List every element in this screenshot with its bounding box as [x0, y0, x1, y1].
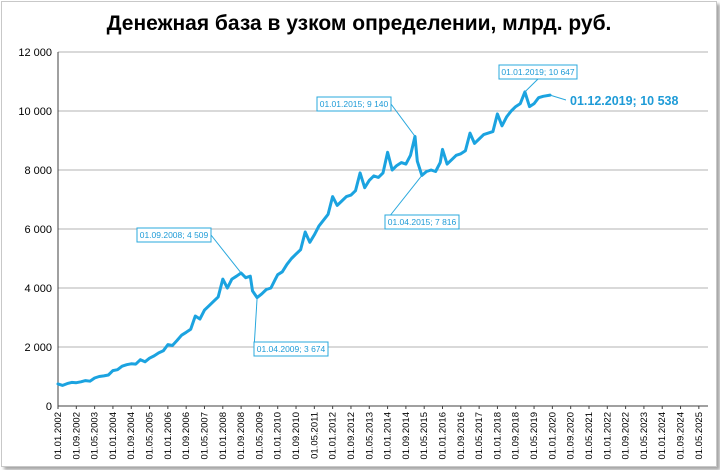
y-tick-label: 8 000: [24, 165, 52, 177]
x-tick-label: 01.09.2008: [236, 412, 247, 460]
x-tick-label: 01.05.2011: [309, 412, 320, 459]
x-tick-label: 01.09.2014: [401, 412, 412, 460]
annotation-box: [253, 341, 329, 357]
x-tick-label: 01.09.2006: [181, 412, 192, 460]
x-tick-label: 01.09.2010: [291, 412, 302, 460]
x-tick-label: 01.01.2004: [108, 412, 119, 460]
x-tick-label: 01.09.2004: [126, 412, 137, 460]
y-tick-label: 4 000: [24, 283, 52, 295]
annotation-label-latest: 01.12.2019; 10 538: [570, 94, 678, 108]
x-tick-label: 01.09.2012: [346, 412, 357, 460]
x-tick-label: 01.05.2013: [364, 412, 375, 460]
annotation-leader: [524, 78, 539, 93]
annotation-label: 01.04.2015; 7 816: [388, 217, 457, 227]
x-tick-label: 01.01.2022: [602, 412, 613, 460]
x-tick-label: 01.09.2016: [456, 412, 467, 460]
x-tick-label: 01.05.2025: [694, 412, 705, 460]
x-tick-label: 01.01.2010: [273, 412, 284, 460]
x-tick-label: 01.05.2007: [199, 412, 210, 460]
x-tick-label: 01.01.2024: [657, 412, 668, 460]
x-tick-label: 01.01.2016: [438, 412, 449, 460]
annotation-leader: [210, 234, 242, 274]
x-tick-label: 01.01.2012: [328, 412, 339, 460]
x-tick-label: 01.09.2020: [566, 412, 577, 460]
annotation-label: 01.04.2009; 3 674: [257, 344, 326, 354]
annotation-label: 01.09.2008; 4 509: [140, 230, 209, 240]
x-tick-label: 01.09.2024: [676, 412, 687, 460]
chart-svg: 0 2 000 4 000 6 000 8 000 10 000 12 000 01.01.…: [18, 47, 708, 460]
x-tick-label: 01.05.2003: [90, 412, 101, 460]
x-tick-label: 01.01.2018: [492, 412, 503, 460]
x-tick-label: 01.05.2009: [254, 412, 265, 460]
chart-title: Денежная база в узком определении, млрд.…: [106, 12, 612, 35]
x-tick-label: 01.01.2006: [163, 412, 174, 460]
annotation-box: [566, 91, 706, 109]
annotation-label: 01.01.2015; 9 140: [320, 99, 389, 109]
x-tick-label: 01.05.2023: [639, 412, 650, 460]
annotation-leader: [390, 103, 416, 137]
x-tick-label: 01.09.2002: [71, 412, 82, 460]
x-axis-ticks: 01.01.2002 01.09.2002 01.05.2003 01.01.2004…: [53, 406, 705, 460]
x-tick-label: 01.05.2021: [584, 412, 595, 460]
annotation-leader: [549, 94, 567, 101]
annotation-box: [498, 64, 578, 80]
x-tick-label: 01.01.2002: [53, 412, 64, 460]
annotation-leader: [384, 175, 423, 223]
annotation-leader: [253, 297, 258, 350]
series-line: [56, 90, 552, 387]
annotation-layer: 01.09.2008; 4 509 01.04.2009; 3 674 01.01.…: [136, 64, 706, 357]
y-tick-label: 6 000: [24, 224, 52, 236]
annotation-box: [136, 227, 212, 243]
x-tick-label: 01.09.2022: [621, 412, 632, 460]
x-tick-label: 01.09.2018: [511, 412, 522, 460]
y-tick-label: 0: [46, 401, 52, 413]
y-tick-label: 12 000: [18, 47, 52, 59]
y-axis-ticks: 0 2 000 4 000 6 000 8 000 10 000 12 000: [18, 47, 52, 413]
x-tick-label: 01.05.2019: [529, 412, 540, 460]
annotation-label: 01.01.2019; 10 647: [501, 67, 575, 77]
y-tick-label: 10 000: [18, 106, 52, 118]
series-layer: [56, 90, 552, 387]
annotation-box: [384, 214, 460, 230]
annotation-box: [316, 96, 392, 112]
x-tick-label: 01.01.2008: [218, 412, 229, 460]
x-tick-label: 01.05.2005: [145, 412, 156, 460]
x-tick-label: 01.05.2015: [419, 412, 430, 460]
x-tick-label: 01.01.2014: [383, 412, 394, 460]
y-tick-label: 2 000: [24, 342, 52, 354]
x-tick-label: 01.01.2020: [547, 412, 558, 460]
x-tick-label: 01.05.2017: [474, 412, 485, 460]
